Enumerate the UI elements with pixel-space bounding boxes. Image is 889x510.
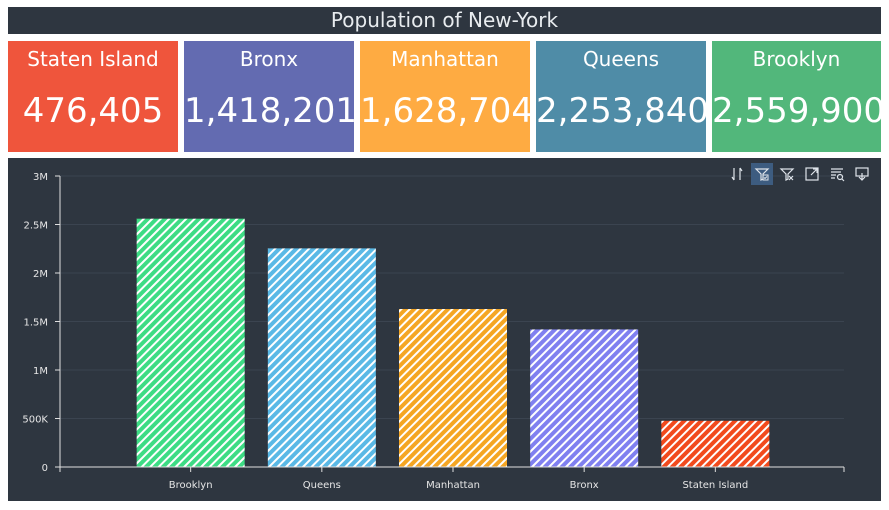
y-tick-label: 1M [33, 366, 48, 377]
dashboard-title: Population of New-York [8, 7, 881, 34]
kpi-card-label: Manhattan [391, 47, 499, 71]
x-tick-label: Bronx [570, 480, 599, 491]
y-tick-label: 2M [33, 269, 48, 280]
y-tick-label: 0 [42, 463, 48, 474]
clear-filter-icon[interactable] [776, 163, 798, 185]
x-tick-label: Brooklyn [169, 480, 213, 491]
kpi-card-manhattan: Manhattan 1,628,704 [360, 41, 534, 152]
kpi-card-value: 1,628,704 [360, 91, 534, 131]
sort-icon[interactable] [726, 163, 748, 185]
kpi-cards: Staten Island 476,405 Bronx 1,418,201 Ma… [8, 41, 886, 152]
kpi-card-label: Bronx [239, 47, 299, 71]
kpi-card-value: 2,253,840 [536, 91, 710, 131]
kpi-card-label: Brooklyn [752, 47, 841, 71]
filter-icon[interactable] [751, 163, 773, 185]
kpi-card-value: 476,405 [22, 91, 164, 131]
y-tick-label: 2.5M [23, 221, 48, 232]
export-icon[interactable] [851, 163, 873, 185]
x-tick-label: Manhattan [426, 480, 480, 491]
kpi-card-bronx: Bronx 1,418,201 [184, 41, 358, 152]
kpi-card-value: 2,559,900 [712, 91, 886, 131]
x-tick-label: Staten Island [682, 480, 748, 491]
expand-icon[interactable] [801, 163, 823, 185]
bar-chart: 0 500K 1M 1.5M 2M 2.5M 3M Brooklyn Queens Manhatt… [22, 172, 845, 491]
chart-toolbar [726, 163, 876, 185]
y-tick-label: 500K [22, 415, 48, 426]
bar-manhattan[interactable] [399, 309, 507, 467]
kpi-card-label: Staten Island [27, 47, 159, 71]
kpi-card-staten-island: Staten Island 476,405 [8, 41, 178, 152]
y-tick-label: 1.5M [23, 318, 48, 329]
bar-brooklyn[interactable] [136, 218, 245, 467]
x-tick-label: Queens [303, 480, 341, 491]
bar-staten-island[interactable] [661, 420, 770, 467]
bar-bronx[interactable] [530, 329, 639, 467]
bar-queens[interactable] [267, 248, 376, 467]
kpi-card-brooklyn: Brooklyn 2,559,900 [712, 41, 886, 152]
y-tick-label: 3M [33, 172, 48, 183]
kpi-card-value: 1,418,201 [184, 91, 358, 131]
search-text-icon[interactable] [826, 163, 848, 185]
chart-panel: 0 500K 1M 1.5M 2M 2.5M 3M Brooklyn Queens Manhatt… [8, 158, 881, 501]
kpi-card-queens: Queens 2,253,840 [536, 41, 710, 152]
kpi-card-label: Queens [582, 47, 660, 71]
